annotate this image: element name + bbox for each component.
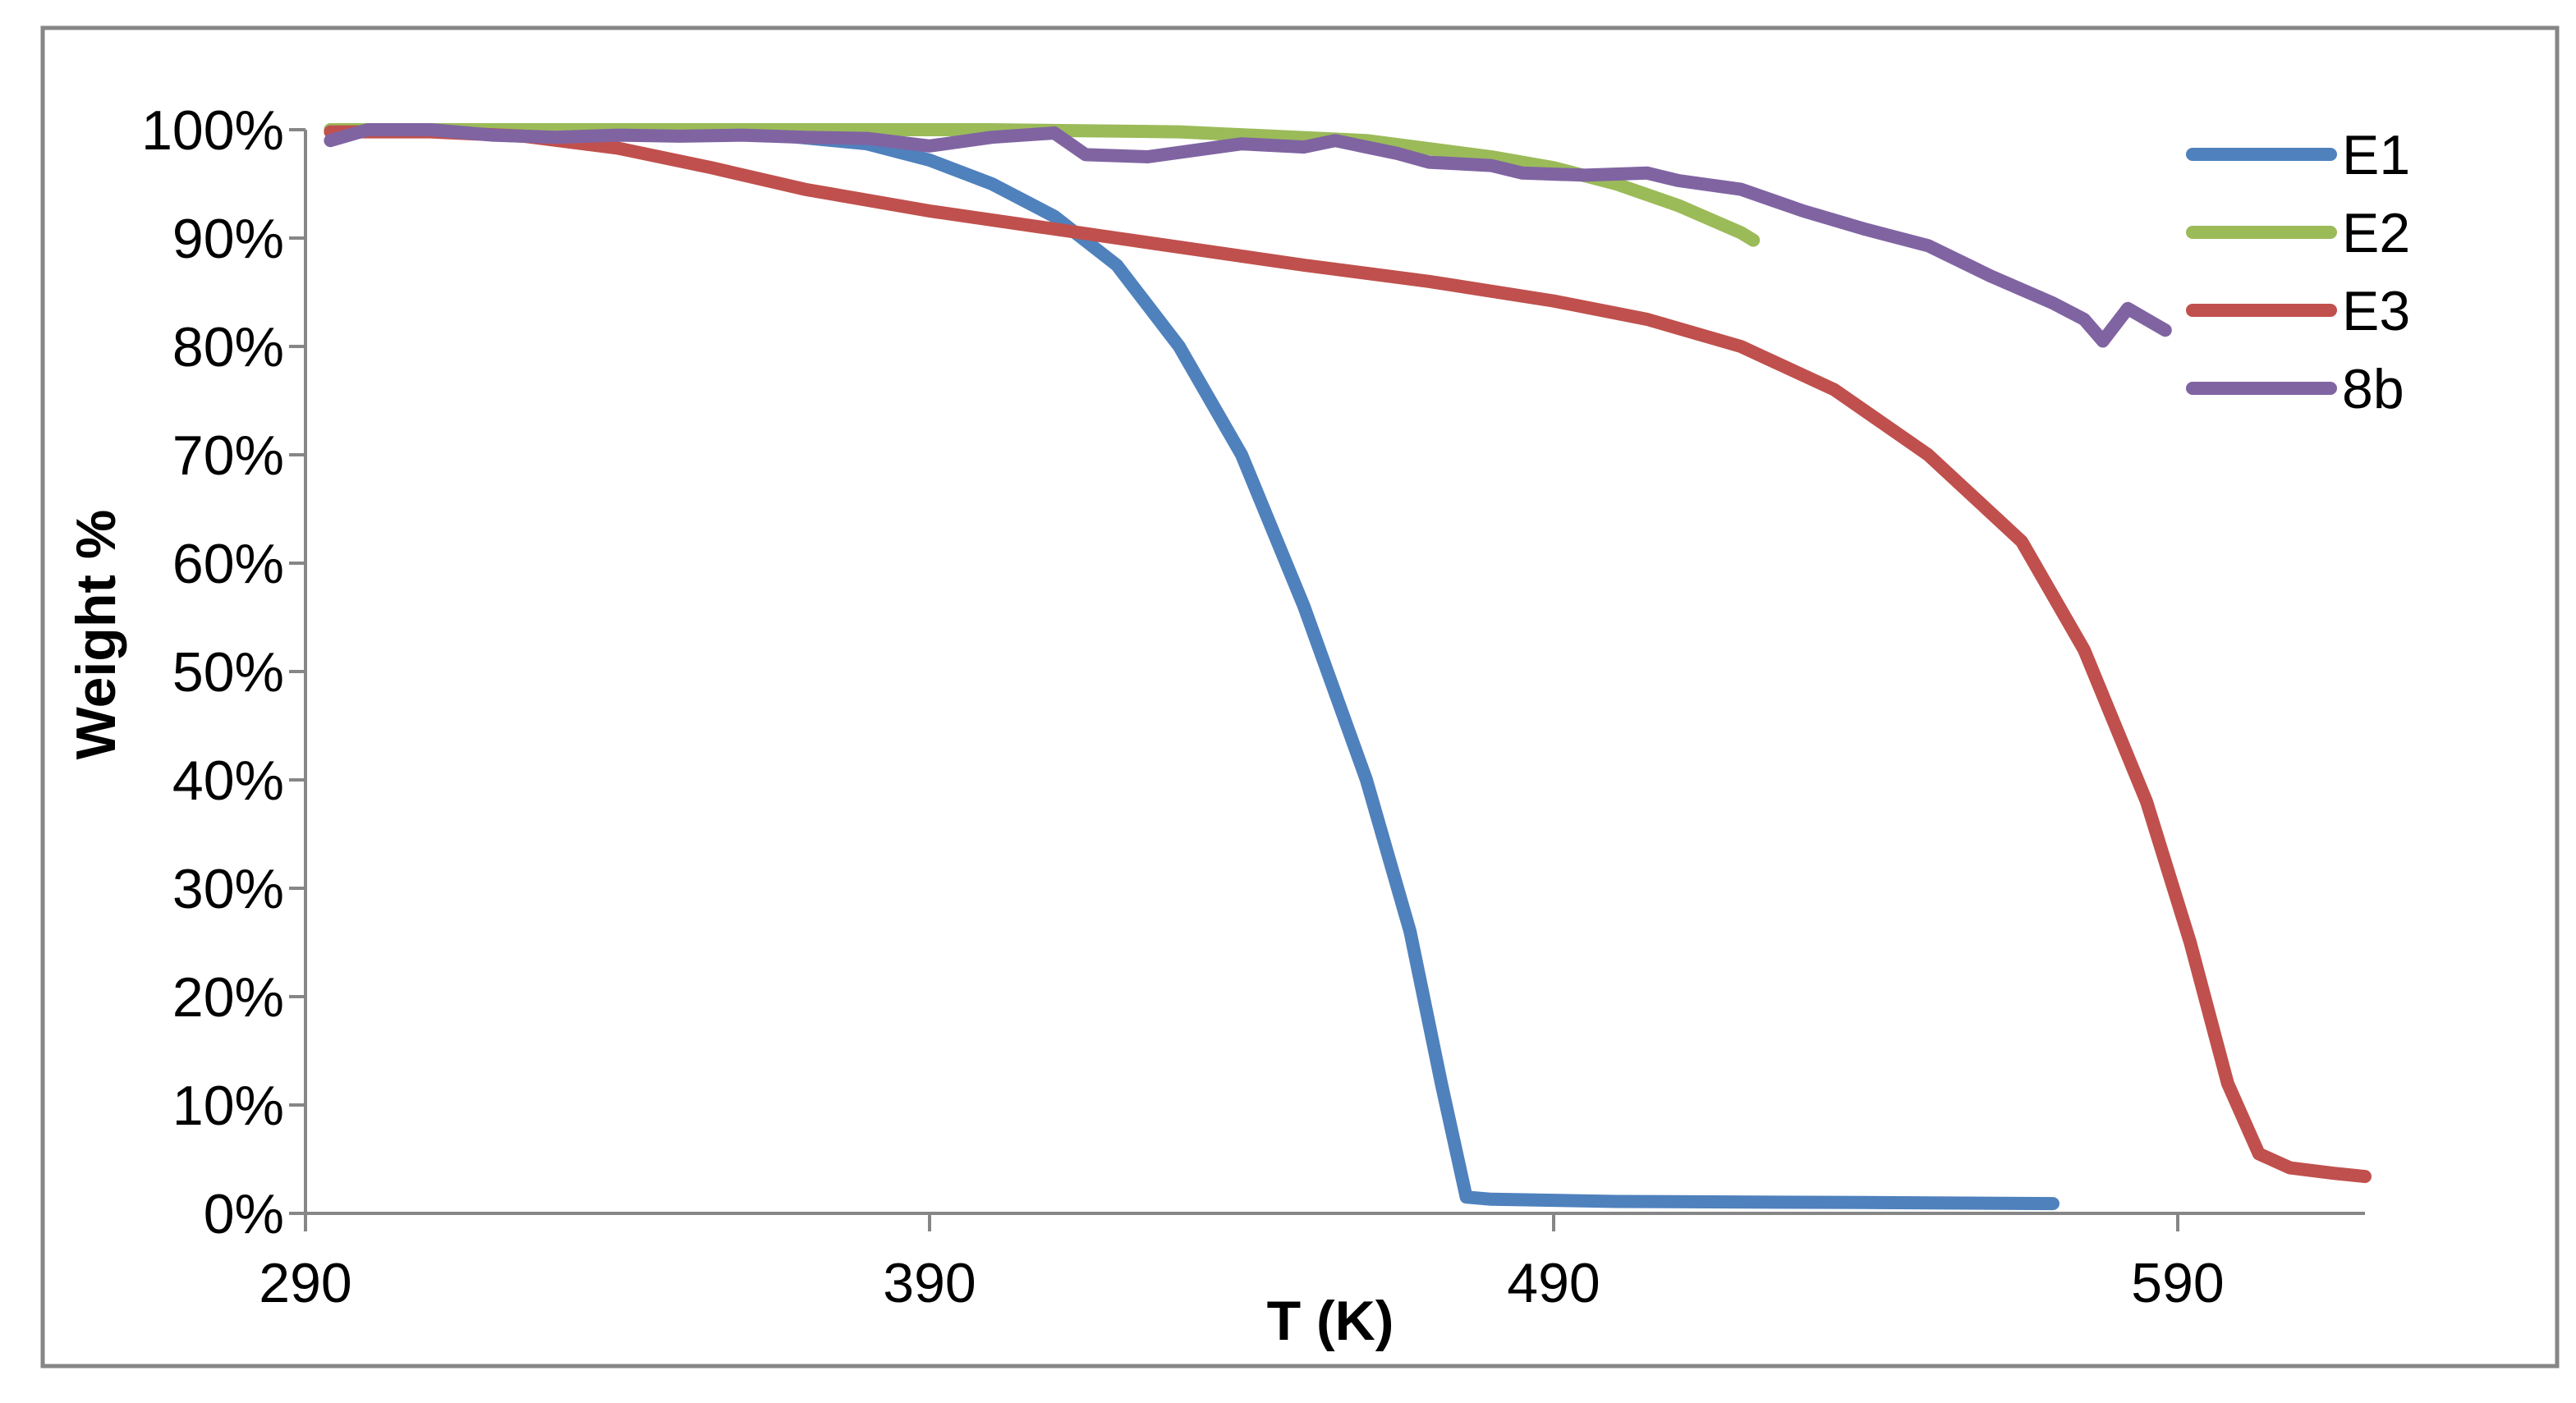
series-line-e3 (324, 125, 2372, 1184)
y-tick-label: 80% (172, 316, 284, 378)
y-tick-label: 0% (204, 1183, 284, 1245)
legend-label-e1: E1 (2342, 124, 2410, 186)
x-axis-title: T (K) (1267, 1290, 1394, 1352)
legend-label-e3: E3 (2342, 280, 2410, 342)
y-tick-label: 30% (172, 858, 284, 920)
legend-label-8b: 8b (2342, 358, 2404, 420)
chart-frame (40, 25, 2560, 1369)
y-axis-title: Weight % (65, 510, 127, 760)
y-tick-label: 70% (172, 424, 284, 487)
x-tick-label: 490 (1507, 1252, 1600, 1314)
x-tick-label: 390 (883, 1252, 976, 1314)
y-tick-label: 90% (172, 208, 284, 270)
series-line-8b (324, 123, 2172, 348)
legend-label-e2: E2 (2342, 202, 2410, 264)
x-tick-label: 290 (259, 1252, 351, 1314)
y-tick-label: 10% (172, 1075, 284, 1137)
y-tick-label: 50% (172, 641, 284, 704)
series-line-e1 (324, 123, 2059, 1211)
y-tick-label: 40% (172, 750, 284, 812)
y-tick-label: 60% (172, 533, 284, 595)
series-line-e2 (324, 123, 1761, 247)
y-tick-label: 100% (141, 99, 284, 162)
y-tick-label: 20% (172, 966, 284, 1029)
x-tick-label: 590 (2131, 1252, 2224, 1314)
